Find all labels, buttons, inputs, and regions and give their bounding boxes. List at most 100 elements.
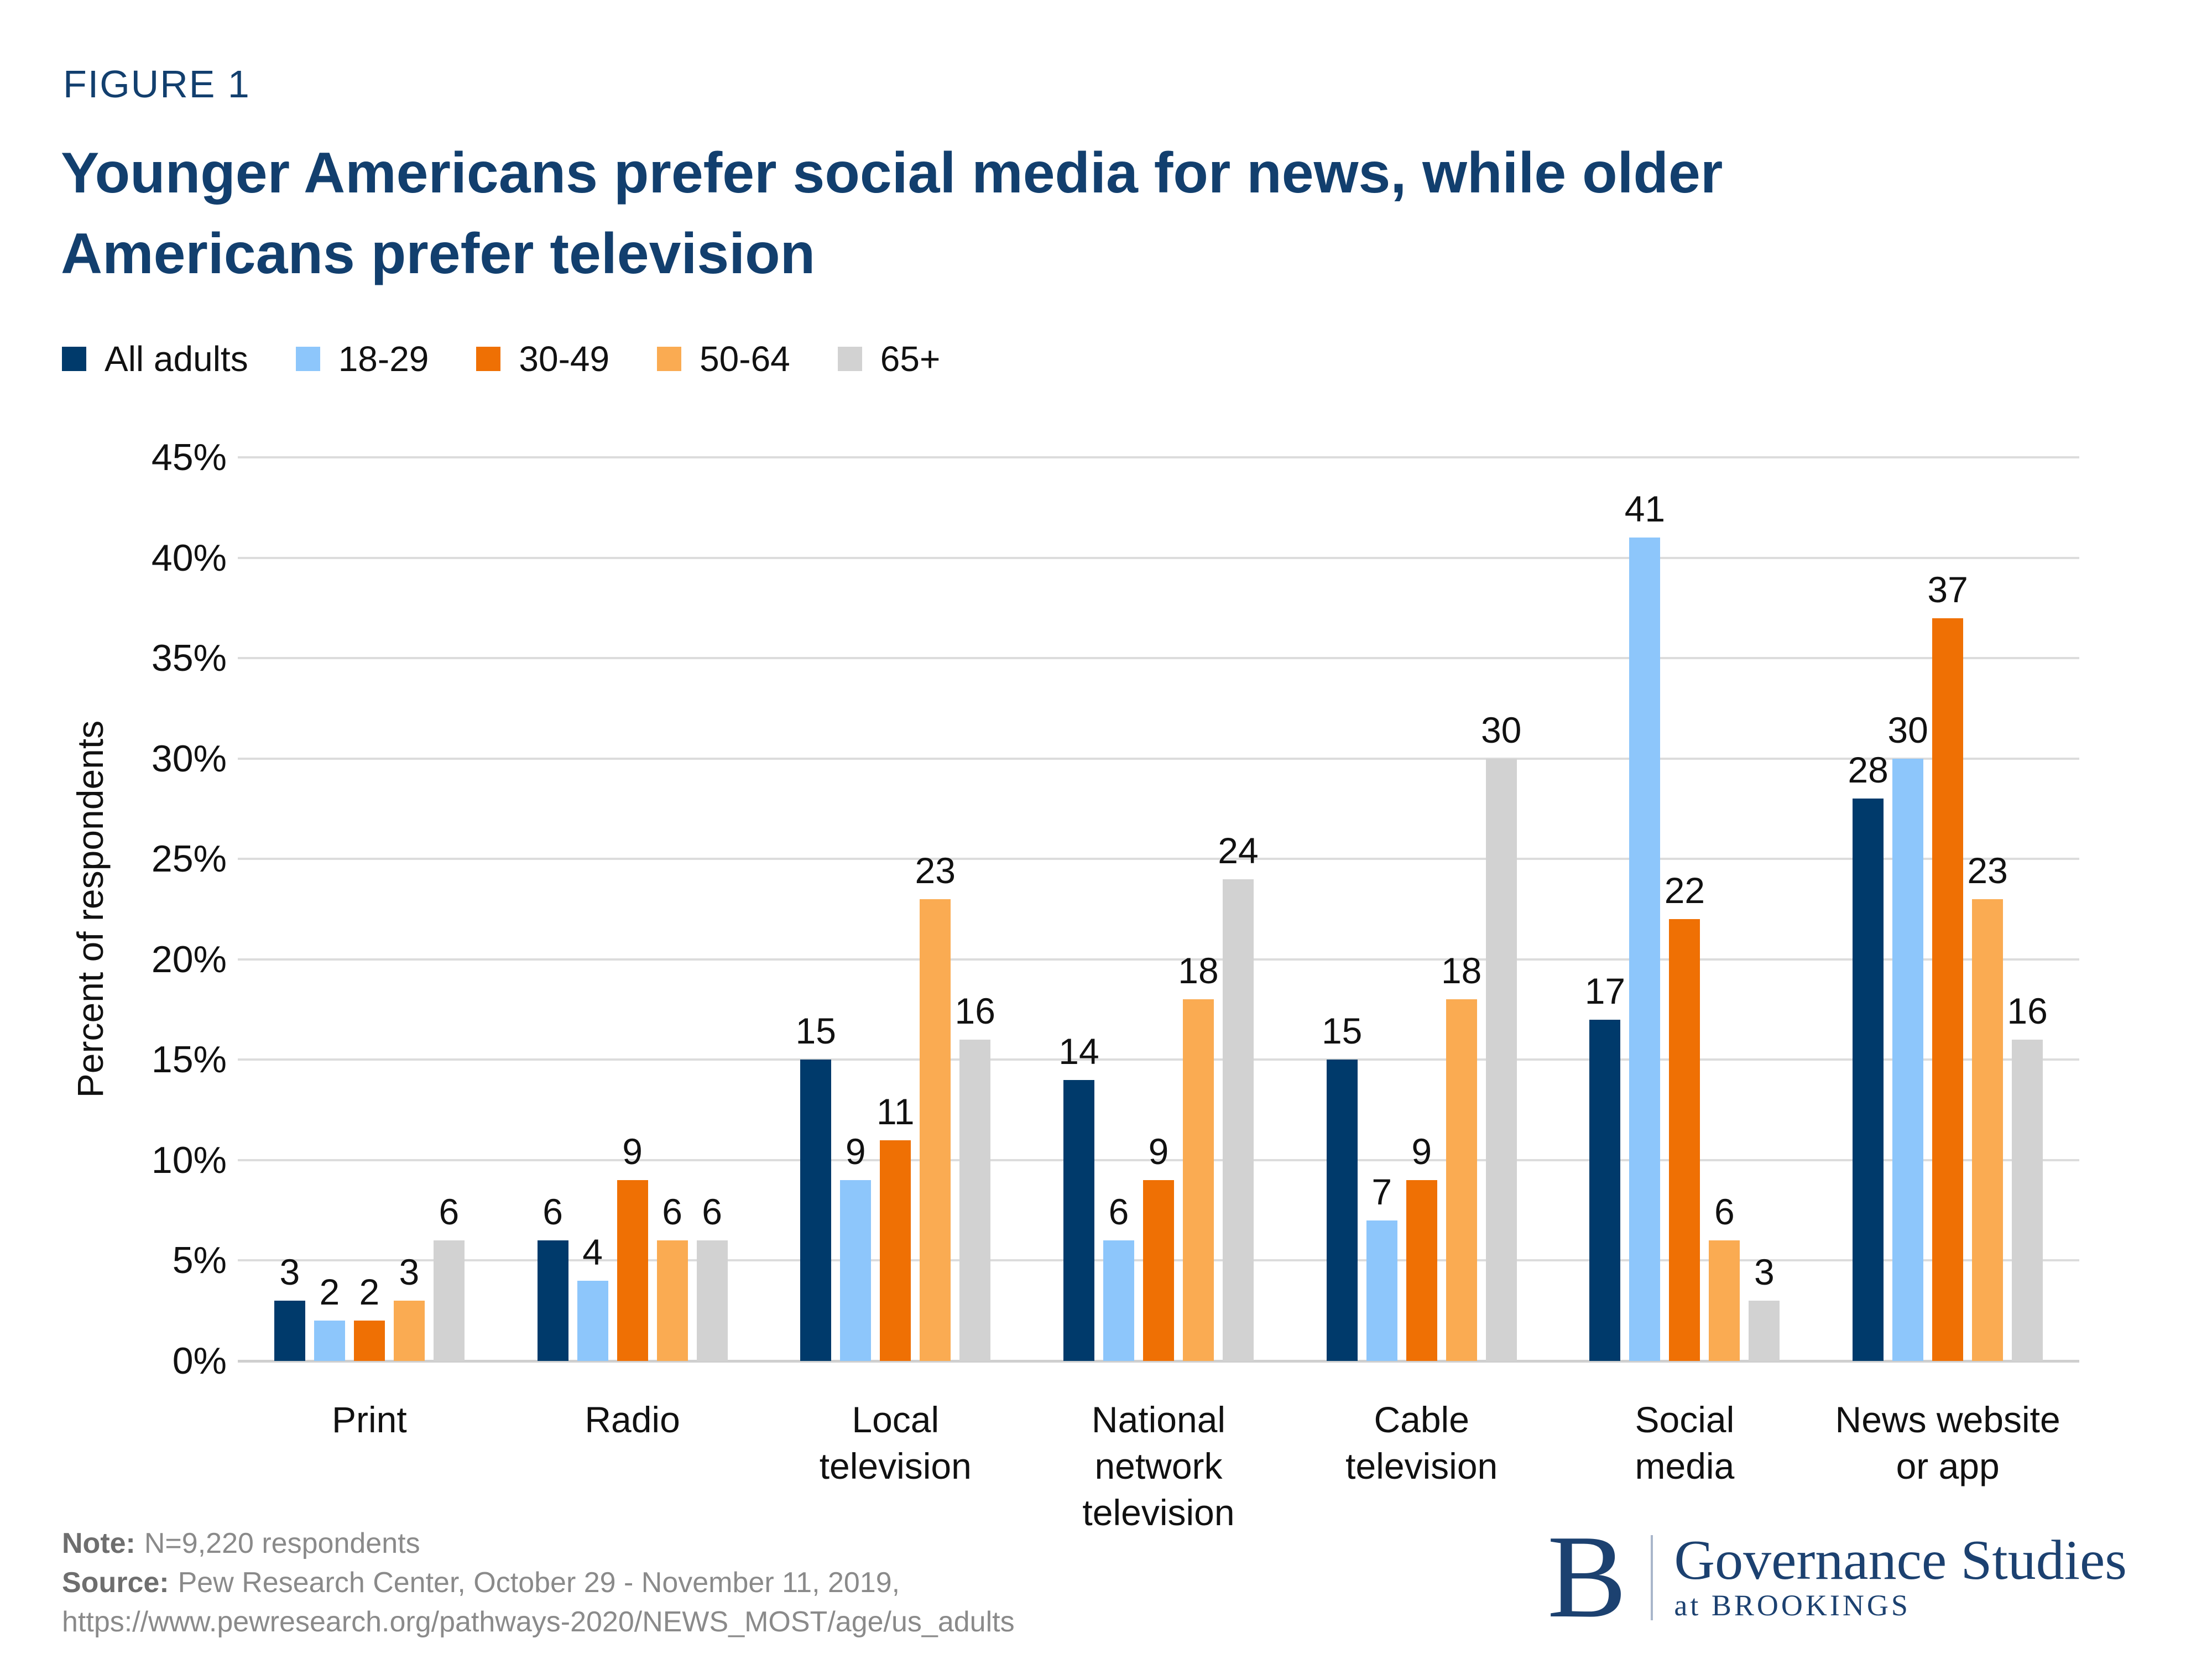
- legend-swatch-30-49: [476, 347, 501, 371]
- bar-value-label: 16: [954, 990, 995, 1032]
- y-tick-label: 25%: [151, 838, 227, 880]
- bar-value-label: 6: [542, 1191, 563, 1233]
- legend-label: 50-64: [700, 339, 790, 379]
- bar-50-64: 18: [1178, 950, 1219, 1361]
- bar-value-label: 30: [1887, 709, 1928, 750]
- gridline: [238, 958, 2079, 961]
- bar-value-label: 18: [1441, 950, 1482, 992]
- bar-value-label: 11: [877, 1091, 915, 1132]
- logo-at-brookings: at BROOKINGS: [1674, 1589, 1911, 1622]
- legend-swatch-all-adults: [62, 347, 86, 371]
- bar-value-label: 24: [1218, 830, 1259, 871]
- x-category-label: Print: [238, 1396, 501, 1443]
- x-category-label-line: or app: [1896, 1446, 2000, 1486]
- bar-value-label: 6: [1108, 1191, 1129, 1233]
- bar-value-label: 28: [1848, 749, 1888, 791]
- legend-swatch-18-29: [295, 347, 320, 371]
- bar-value-label: 2: [359, 1271, 380, 1313]
- brookings-logo-b: B: [1547, 1510, 1627, 1642]
- footnote: Note: N=9,220 respondents Source: Pew Rese…: [62, 1524, 1015, 1642]
- bar-value-label: 2: [319, 1271, 340, 1313]
- y-tick-label: 5%: [172, 1239, 227, 1282]
- gridline: [238, 858, 2079, 860]
- gridline: [238, 657, 2079, 660]
- bar-value-label: 9: [1411, 1131, 1432, 1172]
- gridline: [238, 556, 2079, 559]
- legend-label: 65+: [880, 339, 941, 379]
- chart-title-line1: Younger Americans prefer social media fo…: [61, 141, 1723, 205]
- logo-text-block: Governance Studies at BROOKINGS: [1674, 1532, 2127, 1622]
- bar-all-adults: 3: [274, 1251, 305, 1361]
- legend-item-30-49: 30-49: [476, 338, 609, 379]
- gridline: [238, 1159, 2079, 1161]
- bar-value-label: 22: [1664, 870, 1705, 911]
- footnote-source-url: https://www.pewresearch.org/pathways-202…: [62, 1606, 1015, 1638]
- bar-all-adults: 15: [1322, 1010, 1362, 1361]
- x-category-label: Radio: [501, 1396, 764, 1443]
- bar-all-adults: 15: [796, 1010, 836, 1361]
- bar-65: 24: [1218, 830, 1259, 1361]
- bar-value-label: 6: [662, 1191, 682, 1233]
- y-tick-label: 35%: [151, 637, 227, 680]
- bar-group-news-website-or-app: 28 30 37 23 16: [1816, 457, 2079, 1361]
- legend-swatch-65: [837, 347, 862, 371]
- bar-value-label: 17: [1584, 970, 1626, 1011]
- y-tick-label: 10%: [151, 1139, 227, 1181]
- chart-title-line2: Americans prefer television: [61, 222, 816, 286]
- legend-swatch-50-64: [657, 347, 682, 371]
- bar-50-64: 23: [1967, 850, 2008, 1361]
- bar-30-49: 37: [1927, 569, 1968, 1361]
- bar-group-national-network-television: 14 6 9 18 24: [1027, 457, 1290, 1361]
- x-category-label-line: media: [1635, 1446, 1735, 1486]
- bar-18-29: 7: [1366, 1171, 1397, 1361]
- bar-65: 16: [2007, 990, 2048, 1361]
- legend-label: 30-49: [519, 339, 610, 379]
- y-tick-label: 40%: [151, 536, 227, 579]
- bar-value-label: 7: [1371, 1171, 1392, 1212]
- bar-value-label: 6: [702, 1191, 722, 1233]
- bar-65: 3: [1749, 1251, 1780, 1361]
- bar-50-64: 6: [1709, 1191, 1740, 1361]
- bar-value-label: 18: [1178, 950, 1219, 992]
- bar-65: 6: [433, 1191, 465, 1361]
- gridline: [238, 1058, 2079, 1061]
- x-category-label-line: National: [1091, 1399, 1226, 1440]
- bar-30-49: 2: [353, 1271, 385, 1361]
- x-category-label-line: Print: [331, 1399, 407, 1440]
- x-category-label-line: Cable: [1374, 1399, 1469, 1440]
- bar-50-64: 3: [393, 1251, 425, 1361]
- bar-value-label: 30: [1480, 709, 1522, 750]
- bar-18-29: 41: [1625, 488, 1665, 1361]
- x-category-label-line: television: [819, 1446, 972, 1486]
- source-label: Source:: [62, 1567, 169, 1599]
- x-category-label: News website or app: [1816, 1396, 2079, 1489]
- y-tick-label: 30%: [151, 737, 227, 780]
- source-text: Pew Research Center, October 29 - Novemb…: [178, 1567, 900, 1599]
- figure-label: FIGURE 1: [63, 62, 251, 106]
- note-text: N=9,220 respondents: [144, 1527, 420, 1559]
- bar-30-49: 9: [617, 1131, 648, 1361]
- note-label: Note:: [62, 1527, 135, 1559]
- legend-item-65: 65+: [837, 338, 941, 379]
- x-category-label-line: television: [1345, 1446, 1498, 1486]
- x-category-label-line: Local: [852, 1399, 940, 1440]
- footnote-source-line: Source: Pew Research Center, October 29 -…: [62, 1563, 1015, 1603]
- x-axis-line: [238, 1360, 2079, 1363]
- bar-65: 16: [955, 990, 995, 1361]
- gridline: [238, 456, 2079, 458]
- bar-value-label: 15: [1321, 1010, 1363, 1052]
- bar-18-29: 9: [840, 1131, 872, 1361]
- chart-title: Younger Americans prefer social media fo…: [61, 133, 2107, 294]
- bar-50-64: 18: [1441, 950, 1481, 1361]
- legend-label: All adults: [105, 339, 248, 379]
- bar-group-local-television: 15 9 11 23 16: [764, 457, 1027, 1361]
- bar-18-29: 6: [1103, 1191, 1134, 1361]
- x-category-label-line: Radio: [585, 1399, 680, 1440]
- bar-65: 30: [1481, 709, 1521, 1361]
- bar-65: 6: [696, 1191, 728, 1361]
- bar-30-49: 11: [877, 1091, 915, 1361]
- x-category-label: Social media: [1553, 1396, 1817, 1489]
- x-category-label: Local television: [764, 1396, 1027, 1489]
